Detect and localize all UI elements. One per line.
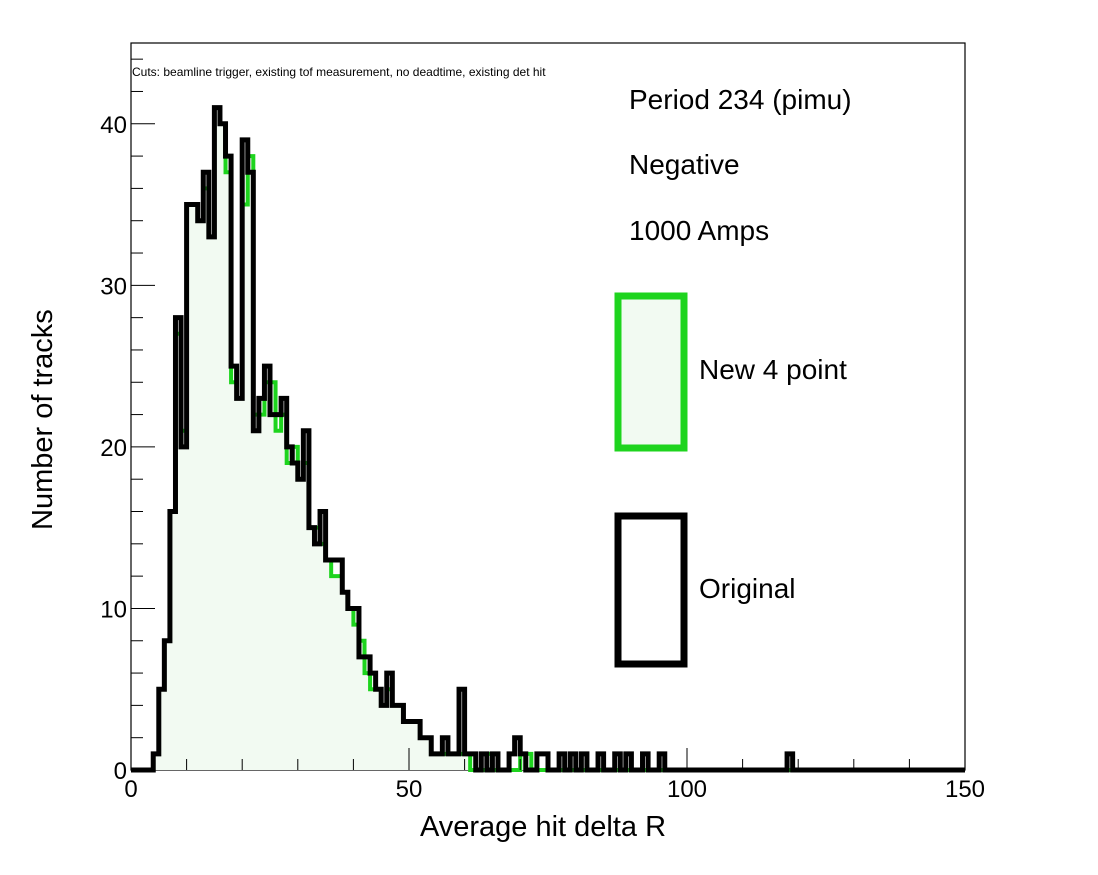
x-tick-label: 50 <box>396 776 423 803</box>
series-outline-1 <box>131 105 965 773</box>
cuts-note: Cuts: beamline trigger, existing tof mea… <box>132 65 546 79</box>
x-tick-label: 0 <box>124 776 137 803</box>
info-line-polarity: Negative <box>629 149 740 180</box>
legend-swatch-original <box>614 512 688 668</box>
y-axis-title: Number of tracks <box>27 309 59 530</box>
series-layer <box>131 105 965 773</box>
legend: New 4 point Original <box>614 292 847 668</box>
x-tick-label: 150 <box>945 776 985 803</box>
info-line-period: Period 234 (pimu) <box>629 84 852 115</box>
y-tick-label: 0 <box>114 758 127 785</box>
y-tick-label: 30 <box>100 273 127 300</box>
series-1 <box>131 105 965 773</box>
series-fill-0 <box>131 107 965 771</box>
axes-layer: 0 50 100 150 0 10 20 30 40 <box>100 58 985 803</box>
info-line-current: 1000 Amps <box>629 215 769 246</box>
y-tick-label: 20 <box>100 435 127 462</box>
legend-swatch-new-4-point <box>614 292 688 452</box>
x-tick-label: 100 <box>667 776 707 803</box>
y-tick-label: 40 <box>100 112 127 139</box>
y-tick-label: 10 <box>100 596 127 623</box>
x-axis-title: Average hit delta R <box>420 811 666 843</box>
legend-label-original: Original <box>699 573 795 604</box>
legend-label-new-4-point: New 4 point <box>699 354 847 385</box>
